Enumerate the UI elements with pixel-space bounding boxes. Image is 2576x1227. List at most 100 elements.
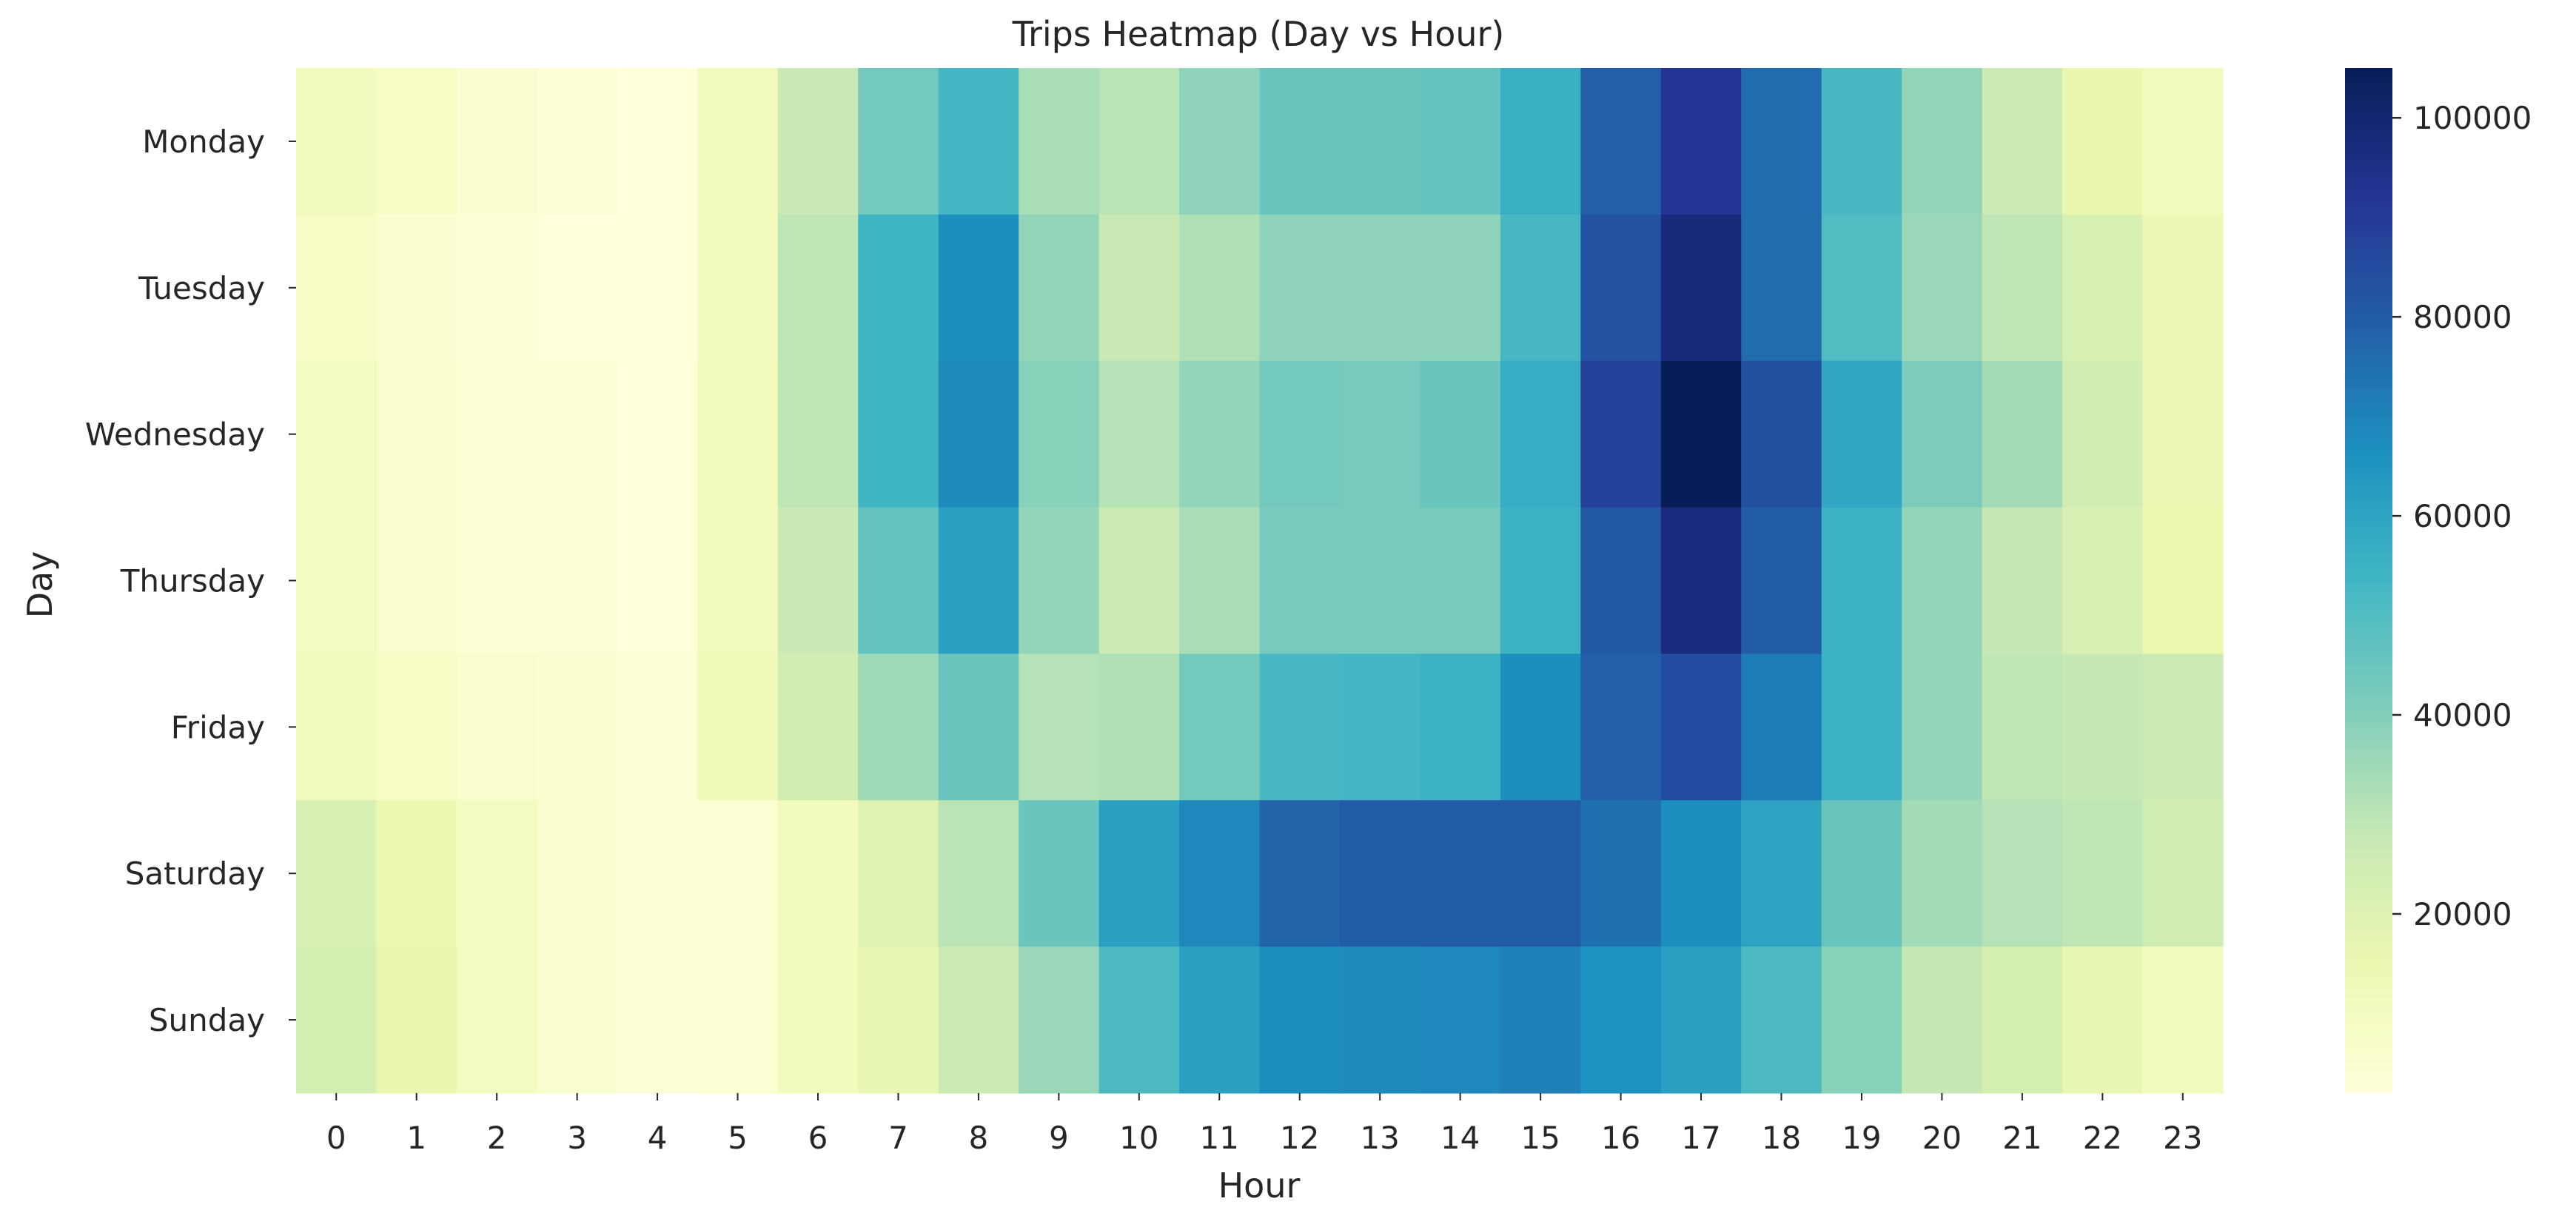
x-tick-label-3: 3 — [567, 1120, 587, 1156]
heatmap-cell-saturday-17 — [1660, 800, 1742, 947]
heatmap-cell-friday-18 — [1741, 653, 1822, 801]
heatmap-cell-monday-22 — [2062, 68, 2144, 215]
heatmap-cell-thursday-7 — [858, 507, 939, 655]
heatmap-cell-tuesday-13 — [1339, 214, 1421, 362]
heatmap-cell-thursday-16 — [1580, 507, 1662, 655]
heatmap-cell-sunday-12 — [1259, 947, 1341, 1094]
y-axis-ticks: Monday Tuesday Wednesday Thursday Friday Satu… — [85, 124, 296, 1038]
heatmap-cell-friday-14 — [1420, 653, 1501, 801]
x-tick-label-9: 9 — [1049, 1120, 1069, 1156]
heatmap-cell-saturday-18 — [1741, 800, 1822, 947]
heatmap-cell-thursday-23 — [2142, 507, 2224, 655]
heatmap-cell-tuesday-3 — [537, 214, 618, 362]
heatmap-cell-monday-13 — [1339, 68, 1421, 215]
heatmap-cell-saturday-14 — [1420, 800, 1501, 947]
heatmap-cell-monday-8 — [938, 68, 1019, 215]
heatmap-cell-monday-23 — [2142, 68, 2224, 215]
heatmap-cell-monday-9 — [1019, 68, 1100, 215]
heatmap-cell-sunday-2 — [456, 947, 537, 1094]
x-tick-label-5: 5 — [728, 1120, 748, 1156]
heatmap-cell-thursday-10 — [1099, 507, 1180, 655]
heatmap-cell-thursday-5 — [697, 507, 779, 655]
heatmap-cell-wednesday-3 — [537, 360, 618, 508]
heatmap-cell-monday-21 — [1982, 68, 2063, 215]
heatmap-cell-saturday-1 — [376, 800, 457, 947]
heatmap-cell-friday-22 — [2062, 653, 2144, 801]
heatmap-cell-wednesday-1 — [376, 360, 457, 508]
x-axis-ticks: 0 1 2 3 4 5 6 7 8 9 10 11 12 13 14 15 16 17 18 19 20 21 22 23 — [326, 1093, 2202, 1156]
heatmap-cell-monday-14 — [1420, 68, 1501, 215]
heatmap-cell-thursday-13 — [1339, 507, 1421, 655]
heatmap-cell-monday-17 — [1660, 68, 1742, 215]
heatmap-cell-tuesday-10 — [1099, 214, 1180, 362]
heatmap-cell-sunday-11 — [1179, 947, 1261, 1094]
heatmap-cell-friday-7 — [858, 653, 939, 801]
heatmap-cell-wednesday-10 — [1099, 360, 1180, 508]
heatmap-cell-tuesday-21 — [1982, 214, 2063, 362]
heatmap-cell-friday-23 — [2142, 653, 2224, 801]
y-tick-label-sunday: Sunday — [149, 1002, 265, 1038]
heatmap-cell-wednesday-23 — [2142, 360, 2224, 508]
heatmap-cell-saturday-6 — [777, 800, 859, 947]
heatmap-cell-sunday-1 — [376, 947, 457, 1094]
heatmap-cell-thursday-15 — [1500, 507, 1581, 655]
heatmap-cell-saturday-22 — [2062, 800, 2144, 947]
x-tick-label-8: 8 — [969, 1120, 989, 1156]
heatmap-cell-thursday-0 — [296, 507, 378, 655]
x-tick-label-23: 23 — [2163, 1120, 2202, 1156]
heatmap-cell-monday-3 — [537, 68, 618, 215]
heatmap-cell-monday-20 — [1902, 68, 1983, 215]
heatmap-cell-friday-3 — [537, 653, 618, 801]
heatmap-cell-wednesday-6 — [777, 360, 859, 508]
heatmap-cell-wednesday-20 — [1902, 360, 1983, 508]
colorbar-tick-label-60000: 60000 — [2413, 498, 2512, 534]
heatmap-cell-saturday-4 — [617, 800, 698, 947]
heatmap-cell-saturday-3 — [537, 800, 618, 947]
heatmap-cell-wednesday-11 — [1179, 360, 1261, 508]
heatmap-cell-wednesday-4 — [617, 360, 698, 508]
heatmap-cell-tuesday-1 — [376, 214, 457, 362]
heatmap-cell-wednesday-17 — [1660, 360, 1742, 508]
x-tick-label-13: 13 — [1360, 1120, 1399, 1156]
heatmap-cell-sunday-9 — [1019, 947, 1100, 1094]
heatmap-cell-saturday-5 — [697, 800, 779, 947]
heatmap-cell-saturday-9 — [1019, 800, 1100, 947]
heatmap-cell-wednesday-2 — [456, 360, 537, 508]
heatmap-cell-sunday-22 — [2062, 947, 2144, 1094]
heatmap-cell-tuesday-11 — [1179, 214, 1261, 362]
heatmap-cell-wednesday-0 — [296, 360, 378, 508]
x-tick-label-0: 0 — [326, 1120, 346, 1156]
x-tick-label-19: 19 — [1842, 1120, 1881, 1156]
heatmap-cell-thursday-22 — [2062, 507, 2144, 655]
heatmap-cell-sunday-0 — [296, 947, 378, 1094]
heatmap-cell-thursday-21 — [1982, 507, 2063, 655]
x-axis-label: Hour — [1218, 1166, 1301, 1206]
heatmap-cell-tuesday-16 — [1580, 214, 1662, 362]
heatmap-cell-saturday-12 — [1259, 800, 1341, 947]
heatmap-cell-friday-10 — [1099, 653, 1180, 801]
heatmap-cell-wednesday-12 — [1259, 360, 1341, 508]
heatmap-cell-sunday-14 — [1420, 947, 1501, 1094]
heatmap-cell-saturday-23 — [2142, 800, 2224, 947]
colorbar-tick-label-20000: 20000 — [2413, 896, 2512, 932]
x-tick-label-20: 20 — [1922, 1120, 1962, 1156]
heatmap-cell-thursday-9 — [1019, 507, 1100, 655]
heatmap-cell-saturday-13 — [1339, 800, 1421, 947]
y-tick-label-thursday: Thursday — [120, 563, 265, 599]
y-tick-label-tuesday: Tuesday — [138, 270, 265, 306]
heatmap-cell-tuesday-23 — [2142, 214, 2224, 362]
heatmap-cell-tuesday-4 — [617, 214, 698, 362]
heatmap-cell-monday-1 — [376, 68, 457, 215]
heatmap-cell-sunday-21 — [1982, 947, 2063, 1094]
colorbar-tick-label-100000: 100000 — [2413, 100, 2532, 136]
y-tick-label-saturday: Saturday — [125, 855, 265, 892]
colorbar-ticks: 20000 40000 60000 80000 100000 — [2392, 100, 2532, 932]
heatmap-cell-tuesday-7 — [858, 214, 939, 362]
heatmap-cell-saturday-19 — [1821, 800, 1902, 947]
heatmap-cell-thursday-1 — [376, 507, 457, 655]
heatmap-cell-sunday-18 — [1741, 947, 1822, 1094]
heatmap-cell-friday-16 — [1580, 653, 1662, 801]
heatmap-cell-friday-20 — [1902, 653, 1983, 801]
heatmap-cell-saturday-10 — [1099, 800, 1180, 947]
